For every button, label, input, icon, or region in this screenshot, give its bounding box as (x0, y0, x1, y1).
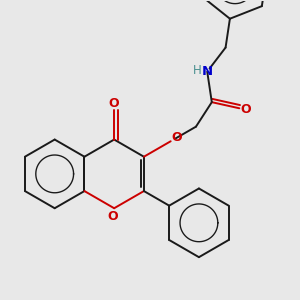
Text: O: O (109, 97, 119, 110)
Text: O: O (171, 131, 182, 145)
Text: O: O (240, 103, 251, 116)
Text: H: H (193, 64, 202, 76)
Text: N: N (202, 65, 213, 78)
Text: O: O (107, 210, 118, 223)
